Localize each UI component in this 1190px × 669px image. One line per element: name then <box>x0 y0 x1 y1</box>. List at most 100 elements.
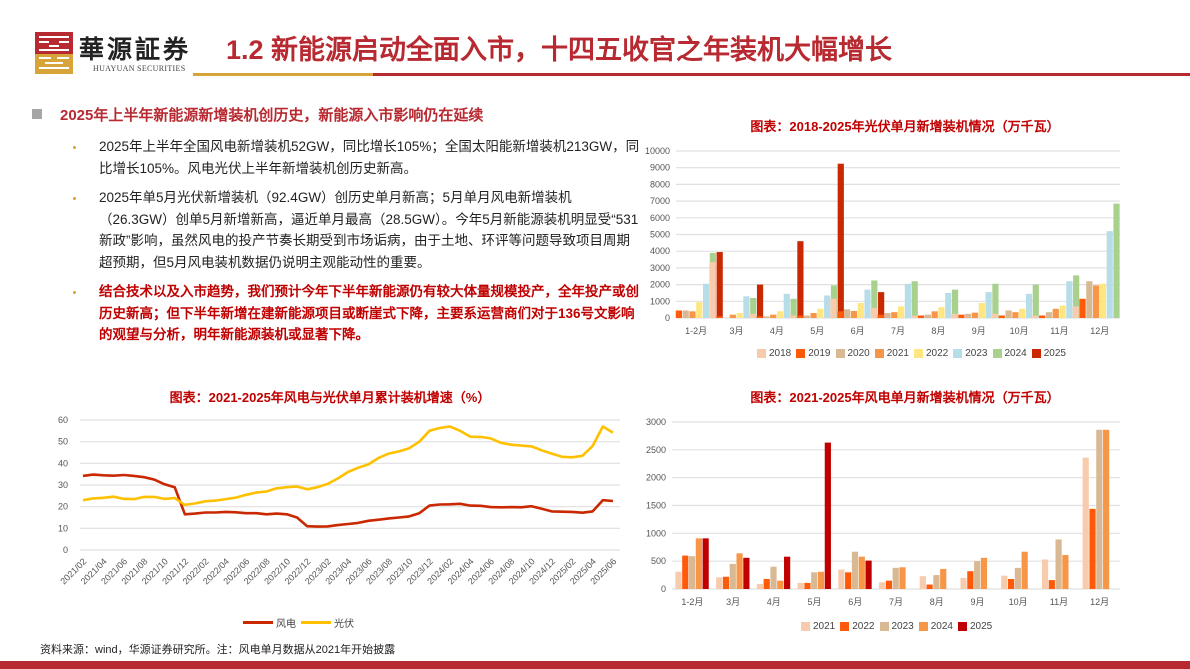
bar <box>1055 539 1062 589</box>
x-tick-label: 3月 <box>730 326 744 336</box>
bar <box>891 312 898 318</box>
legend-item: 2018 <box>757 348 791 359</box>
legend-swatch-icon <box>914 349 923 358</box>
legend-swatch-icon <box>879 622 889 631</box>
bar <box>985 292 992 318</box>
pv-monthly-bar-chart: 0 1000 2000 3000 4000 5000 6000 7000 8000 9000 100… <box>645 146 1120 336</box>
y-tick-label: 50 <box>58 437 68 447</box>
bar <box>951 313 958 318</box>
main-bullet: 2025年上半年新能源新增装机创历史，新能源入市影响仍在延续 <box>30 102 640 126</box>
bar <box>777 580 784 589</box>
slide-header: 華源証券 HUAYUAN SECURITIES 1.2 新能源启动全面入市，十四… <box>0 0 1190 90</box>
legend-label: 2023 <box>965 348 988 359</box>
bar <box>1079 298 1086 318</box>
bar <box>702 538 709 589</box>
bar <box>958 314 965 318</box>
bar <box>722 576 730 589</box>
bar <box>871 280 878 318</box>
bar <box>837 311 844 318</box>
legend-swatch-icon <box>801 622 810 631</box>
x-tick-label: 11月 <box>1050 597 1068 607</box>
y-tick-label: 30 <box>58 480 68 490</box>
legend-label: 2020 <box>847 348 870 359</box>
bar <box>998 315 1005 318</box>
legend-item: 2025 <box>958 621 992 632</box>
title-rule-gold <box>193 73 373 76</box>
bar <box>1059 305 1066 318</box>
title-rule-red <box>373 73 1190 76</box>
x-tick-label: 1-2月 <box>681 597 703 607</box>
y-tick-label: 6000 <box>650 213 670 223</box>
bar <box>1113 203 1120 318</box>
y-tick-label: 500 <box>651 556 666 566</box>
bar <box>817 308 824 318</box>
bar <box>926 584 933 589</box>
source-note: 资料来源：wind，华源证券研究所。注：风电单月数据从2021年开始披露 <box>40 644 396 656</box>
bar <box>716 577 723 589</box>
sub-bullet-1: 2025年上半年全国风电新增装机52GW，同比增长105%；全国太阳能新增装机2… <box>30 136 640 179</box>
bar <box>736 553 743 589</box>
x-tick-label: 8月 <box>931 326 945 336</box>
x-tick-label: 7月 <box>891 326 905 336</box>
bar <box>790 298 797 318</box>
legend-label: 2023 <box>891 621 914 632</box>
bar <box>675 571 682 589</box>
x-tick-label: 3月 <box>726 597 740 607</box>
company-logo: 華源証券 HUAYUAN SECURITIES <box>35 30 205 78</box>
bar <box>770 314 777 318</box>
y-tick-label: 3000 <box>646 417 666 427</box>
bar <box>1005 310 1012 318</box>
bar <box>877 314 884 318</box>
bar <box>851 551 859 589</box>
bar <box>696 302 703 318</box>
legend-swatch-icon <box>992 349 1002 358</box>
y-tick-label: 10 <box>58 523 68 533</box>
pv-chart-legend: 2018 2019 2020 2021 2022 2023 2024 2025 <box>757 348 1066 359</box>
bar <box>776 311 784 318</box>
x-tick-label: 11月 <box>1050 326 1068 336</box>
y-tick-label: 5000 <box>650 230 670 240</box>
bar <box>960 577 967 589</box>
legend-item: 2021 <box>801 621 835 632</box>
y-tick-label: 2000 <box>646 473 666 483</box>
bar <box>919 576 926 589</box>
page-title: 1.2 新能源启动全面入市，十四五收官之年装机大幅增长 <box>226 35 893 65</box>
bar <box>729 563 736 589</box>
bar <box>879 582 886 589</box>
bar <box>898 306 905 318</box>
bar <box>830 298 837 318</box>
x-tick-label: 9月 <box>970 597 984 607</box>
legend-item: 2020 <box>835 348 870 359</box>
y-tick-label: 40 <box>58 458 68 468</box>
bar <box>682 310 689 318</box>
bar <box>689 311 696 318</box>
x-tick-label: 5月 <box>808 597 822 607</box>
sub-bullet-text: 结合技术以及入市趋势，我们预计今年下半年新能源仍有较大体量规模投产，全年投产或创… <box>99 284 639 342</box>
bar <box>911 315 918 318</box>
bar <box>1001 575 1008 589</box>
bar <box>845 572 852 589</box>
legend-item: 2022 <box>914 348 948 359</box>
bar <box>1007 578 1015 589</box>
y-tick-label: 1000 <box>646 528 666 538</box>
bar <box>892 567 899 589</box>
bar <box>971 312 979 318</box>
legend-swatch-icon <box>1031 349 1041 358</box>
bar <box>978 302 985 318</box>
y-tick-label: 4000 <box>650 246 670 256</box>
bar <box>904 283 911 318</box>
bar <box>784 556 791 589</box>
legend-label: 光伏 <box>334 619 354 630</box>
growth-chart-legend: 风电 光伏 <box>243 615 354 630</box>
legend-label: 2022 <box>926 348 949 359</box>
bar <box>1103 429 1110 589</box>
bar <box>817 571 825 589</box>
bar <box>933 575 940 589</box>
x-tick-label: 7月 <box>889 597 903 607</box>
y-tick-label: 7000 <box>650 196 670 206</box>
bar <box>885 580 892 589</box>
bar <box>858 556 865 589</box>
legend-label: 2025 <box>970 621 993 632</box>
legend-label: 2021 <box>886 348 909 359</box>
x-tick-label: 12月 <box>1090 326 1109 336</box>
